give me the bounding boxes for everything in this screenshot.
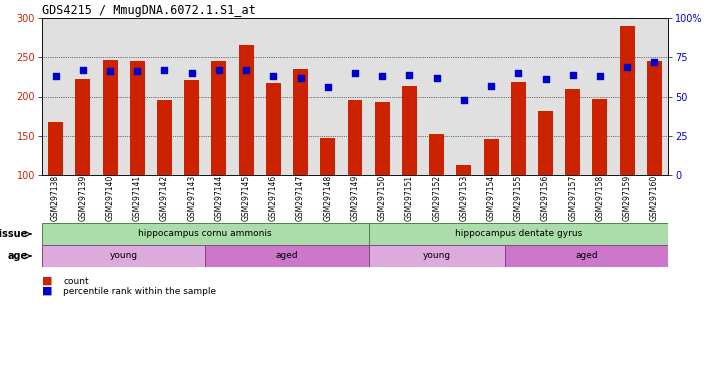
Bar — [565, 89, 580, 175]
Bar — [211, 61, 226, 175]
Bar — [456, 165, 471, 175]
Point — [567, 71, 578, 78]
Bar — [375, 102, 390, 175]
Point — [50, 73, 61, 79]
Bar — [368, 245, 505, 267]
Point — [621, 64, 633, 70]
Text: tissue: tissue — [0, 229, 28, 239]
Point — [376, 73, 388, 79]
Bar — [76, 79, 90, 175]
Text: age: age — [8, 251, 28, 261]
Text: GSM297141: GSM297141 — [133, 175, 142, 221]
Text: GSM297151: GSM297151 — [405, 175, 414, 221]
Bar — [42, 223, 368, 245]
Bar — [103, 60, 118, 175]
Bar — [293, 69, 308, 175]
Point — [213, 67, 225, 73]
Point — [458, 96, 470, 103]
Text: GSM297144: GSM297144 — [214, 175, 223, 221]
Text: GSM297157: GSM297157 — [568, 175, 577, 221]
Text: GSM297158: GSM297158 — [595, 175, 605, 221]
Text: hippocampus cornu ammonis: hippocampus cornu ammonis — [139, 230, 272, 238]
Text: ■: ■ — [42, 286, 53, 296]
Bar — [620, 26, 635, 175]
Bar — [483, 139, 498, 175]
Text: aged: aged — [276, 252, 298, 260]
Bar — [206, 245, 368, 267]
Text: GSM297159: GSM297159 — [623, 175, 632, 221]
Point — [594, 73, 605, 79]
Text: young: young — [423, 252, 451, 260]
Bar — [429, 134, 444, 175]
Text: GSM297155: GSM297155 — [514, 175, 523, 221]
Bar — [130, 61, 145, 175]
Point — [77, 67, 89, 73]
Bar — [505, 245, 668, 267]
Bar — [538, 111, 553, 175]
Text: GDS4215 / MmugDNA.6072.1.S1_at: GDS4215 / MmugDNA.6072.1.S1_at — [42, 4, 256, 17]
Point — [131, 68, 143, 74]
Text: GSM297147: GSM297147 — [296, 175, 305, 221]
Bar — [511, 83, 526, 175]
Bar — [266, 83, 281, 175]
Bar — [321, 138, 336, 175]
Text: young: young — [109, 252, 138, 260]
Point — [268, 73, 279, 79]
Bar — [184, 80, 199, 175]
Text: GSM297160: GSM297160 — [650, 175, 659, 221]
Text: GSM297149: GSM297149 — [351, 175, 360, 221]
Text: GSM297143: GSM297143 — [187, 175, 196, 221]
Text: GSM297153: GSM297153 — [459, 175, 468, 221]
Point — [295, 74, 306, 81]
Bar — [647, 61, 662, 175]
Bar — [238, 45, 253, 175]
Text: GSM297152: GSM297152 — [432, 175, 441, 221]
Point — [322, 84, 333, 90]
Point — [104, 68, 116, 74]
Text: count: count — [64, 276, 89, 285]
Text: GSM297145: GSM297145 — [241, 175, 251, 221]
Point — [403, 71, 415, 78]
Bar — [593, 99, 608, 175]
Text: GSM297146: GSM297146 — [269, 175, 278, 221]
Point — [513, 70, 524, 76]
Point — [186, 70, 197, 76]
Text: percentile rank within the sample: percentile rank within the sample — [64, 286, 216, 296]
Text: GSM297154: GSM297154 — [486, 175, 496, 221]
Text: GSM297156: GSM297156 — [541, 175, 550, 221]
Text: GSM297150: GSM297150 — [378, 175, 387, 221]
Bar — [402, 86, 417, 175]
Bar — [348, 99, 363, 175]
Point — [431, 74, 443, 81]
Text: GSM297140: GSM297140 — [106, 175, 114, 221]
Point — [241, 67, 252, 73]
Bar — [157, 99, 172, 175]
Text: GSM297139: GSM297139 — [79, 175, 87, 221]
Bar — [368, 223, 668, 245]
Point — [649, 59, 660, 65]
Point — [486, 83, 497, 89]
Point — [159, 67, 170, 73]
Text: GSM297142: GSM297142 — [160, 175, 169, 221]
Text: GSM297148: GSM297148 — [323, 175, 332, 221]
Text: aged: aged — [575, 252, 598, 260]
Text: GSM297138: GSM297138 — [51, 175, 60, 221]
Point — [540, 76, 551, 82]
Text: ■: ■ — [42, 276, 53, 286]
Bar — [48, 122, 63, 175]
Text: hippocampus dentate gyrus: hippocampus dentate gyrus — [455, 230, 582, 238]
Bar — [42, 245, 206, 267]
Point — [349, 70, 361, 76]
